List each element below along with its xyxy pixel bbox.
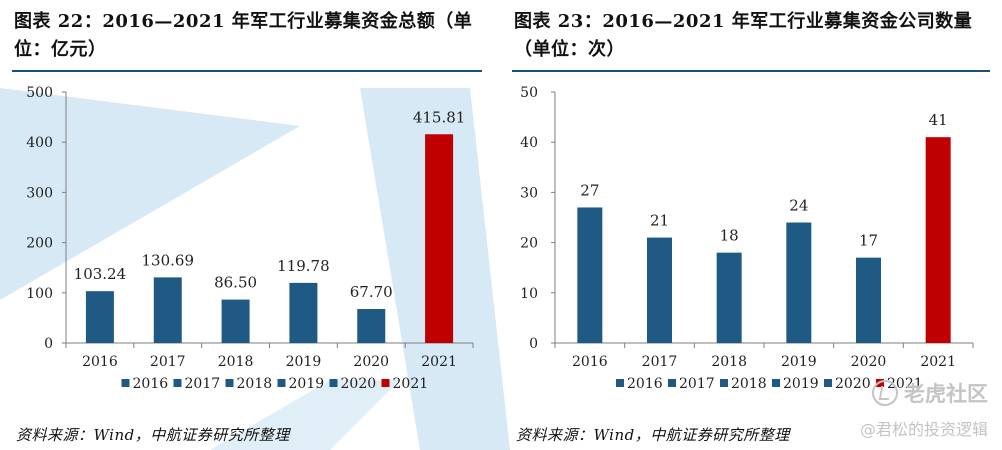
legend-label: 2021 — [393, 376, 429, 392]
x-tick-label: 2016 — [572, 354, 608, 370]
y-tick-label: 200 — [26, 236, 53, 252]
legend-label: 2018 — [237, 376, 273, 392]
deco-swoosh-left — [0, 88, 300, 300]
legend-swatch — [772, 379, 780, 387]
legend-label: 2020 — [835, 376, 871, 392]
legend-swatch — [173, 379, 182, 387]
bar — [786, 222, 812, 343]
bar — [647, 237, 672, 343]
title-rule — [512, 70, 990, 72]
legend-swatch — [329, 379, 338, 387]
x-tick-label: 2019 — [286, 354, 322, 370]
title-rule — [12, 70, 482, 72]
bar — [925, 137, 951, 343]
bar-chart-funds: 0 100 200 300 400 500 103.24 2016 130.69 2017 86.5… — [26, 85, 474, 392]
x-tick-label: 2017 — [642, 354, 678, 370]
y-tick-label: 0 — [44, 336, 53, 352]
data-label: 415.81 — [413, 108, 466, 126]
bar — [85, 291, 114, 343]
bar — [221, 299, 250, 343]
bar — [425, 134, 454, 343]
bar — [357, 309, 386, 343]
data-label: 27 — [580, 181, 599, 199]
bar — [577, 207, 603, 343]
y-tick-label: 40 — [520, 135, 538, 151]
legend-swatch — [824, 379, 832, 387]
y-tick-label: 100 — [26, 286, 53, 302]
data-label: 67.70 — [350, 283, 393, 301]
x-tick-label: 2018 — [218, 354, 254, 370]
y-tick-label: 300 — [26, 185, 53, 201]
source-note: 资料来源：Wind，中航证券研究所整理 — [16, 426, 290, 444]
legend-label: 2019 — [783, 376, 819, 392]
x-tick-label: 2020 — [353, 354, 389, 370]
chart-title: 图表 22：2016—2021 年军工行业募集资金总额（单位：亿元） — [14, 11, 473, 60]
legend-label: 2017 — [185, 376, 221, 392]
y-tick-label: 20 — [520, 236, 538, 252]
data-label: 17 — [859, 232, 878, 250]
watermark-handle: @君松的投资逻辑 — [859, 420, 988, 439]
watermark-brand: 老虎社区 — [904, 382, 988, 406]
legend-label: 2019 — [289, 376, 325, 392]
legend-swatch — [121, 379, 130, 387]
x-tick-label: 2020 — [851, 354, 887, 370]
deco-swoosh-bottom — [210, 380, 400, 450]
legend-swatch — [616, 379, 624, 387]
tiger-logo-icon — [872, 380, 898, 406]
data-label: 103.24 — [74, 265, 127, 283]
data-label: 21 — [650, 212, 669, 230]
chart-panel-companies: 图表 23：2016—2021 年军工行业募集资金公司数量（单位：次） 0 10 2… — [500, 0, 1002, 450]
x-tick-label: 2016 — [82, 354, 118, 370]
y-tick-label: 30 — [520, 185, 538, 201]
data-label: 24 — [789, 197, 808, 215]
legend-label: 2016 — [627, 376, 663, 392]
data-label: 86.50 — [214, 274, 257, 292]
bar — [716, 252, 742, 343]
legend-swatch — [668, 379, 676, 387]
x-tick-label: 2021 — [920, 354, 956, 370]
chart-panel-funds: 图表 22：2016—2021 年军工行业募集资金总额（单位：亿元） 0 100 2… — [0, 0, 490, 450]
data-label: 119.78 — [277, 257, 330, 275]
legend-swatch — [720, 379, 728, 387]
legend-swatch — [225, 379, 234, 387]
x-tick-label: 2018 — [711, 354, 747, 370]
source-note: 资料来源：Wind，中航证券研究所整理 — [516, 426, 790, 444]
y-tick-label: 50 — [520, 85, 538, 101]
x-tick-label: 2019 — [781, 354, 817, 370]
x-tick-label: 2021 — [421, 354, 457, 370]
y-tick-label: 0 — [529, 336, 538, 352]
legend-label: 2016 — [133, 376, 169, 392]
bar — [856, 257, 881, 343]
legend-swatch — [381, 379, 390, 387]
x-tick-label: 2017 — [150, 354, 186, 370]
y-tick-label: 500 — [26, 85, 53, 101]
data-label: 18 — [720, 227, 739, 245]
watermark: 老虎社区 @君松的投资逻辑 — [860, 378, 988, 440]
bar — [153, 277, 182, 343]
legend-label: 2018 — [731, 376, 767, 392]
data-label: 41 — [929, 111, 948, 129]
chart-title: 图表 23：2016—2021 年军工行业募集资金公司数量（单位：次） — [514, 11, 973, 60]
legend-label: 2017 — [679, 376, 715, 392]
legend-swatch — [277, 379, 286, 387]
data-label: 130.69 — [142, 251, 195, 269]
y-tick-label: 400 — [26, 135, 53, 151]
legend-label: 2020 — [341, 376, 377, 392]
y-tick-label: 10 — [520, 286, 538, 302]
bar — [289, 282, 318, 343]
bar-chart-companies: 0 10 20 30 40 50 27 2016 21 2017 18 2018 24 2019 17 202… — [520, 85, 974, 392]
